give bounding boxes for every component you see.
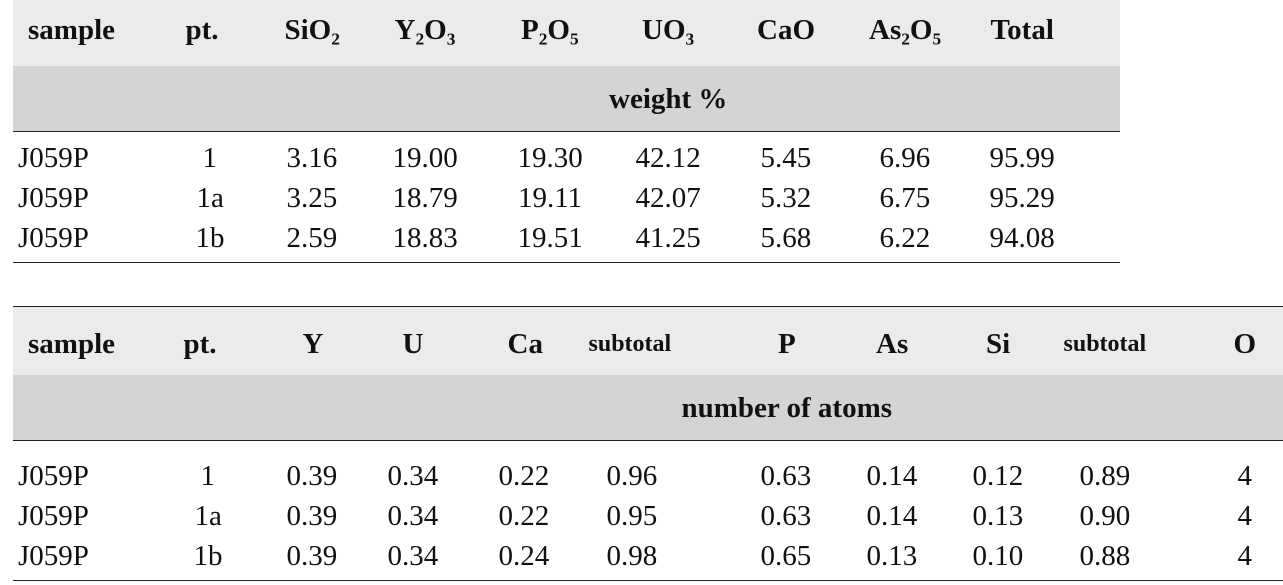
value-cell: 41.25 <box>635 221 701 254</box>
value-cell: 18.79 <box>392 181 458 214</box>
value-cell: 95.29 <box>989 181 1055 214</box>
sample-cell: J059P <box>18 221 89 254</box>
value-cell: 6.96 <box>879 141 931 174</box>
value-cell: 0.14 <box>866 499 918 532</box>
value-cell: 19.11 <box>518 181 583 214</box>
unit-band <box>13 375 1283 440</box>
value-cell: 94.08 <box>989 221 1055 254</box>
value-cell: 4 <box>1237 539 1253 572</box>
sample-cell: J059P <box>18 181 89 214</box>
sample-cell: J059P <box>18 499 89 532</box>
value-cell: 0.39 <box>286 499 338 532</box>
header-band <box>13 307 1283 375</box>
value-cell: 19.00 <box>392 141 458 174</box>
column-header: pt. <box>183 327 217 360</box>
value-cell: 4 <box>1237 499 1253 532</box>
column-header: CaO <box>757 13 815 46</box>
value-cell: 0.13 <box>866 539 918 572</box>
column-header: U <box>402 327 424 360</box>
value-cell: 0.96 <box>606 459 658 492</box>
value-cell: 0.39 <box>286 459 338 492</box>
value-cell: 19.30 <box>517 141 583 174</box>
value-cell: 0.34 <box>387 499 439 532</box>
value-cell: 5.45 <box>760 141 812 174</box>
value-cell: 0.13 <box>972 499 1024 532</box>
value-cell: 0.22 <box>498 499 550 532</box>
unit-band <box>13 66 1120 131</box>
rule <box>13 440 1283 441</box>
sample-cell: J059P <box>18 539 89 572</box>
value-cell: 5.32 <box>760 181 812 214</box>
value-cell: 1a <box>196 181 224 214</box>
value-cell: 0.63 <box>760 459 812 492</box>
rule <box>13 580 1283 581</box>
value-cell: 0.98 <box>606 539 658 572</box>
column-header: O <box>1233 327 1257 360</box>
value-cell: 2.59 <box>286 221 338 254</box>
column-header: As <box>876 327 909 360</box>
value-cell: 0.89 <box>1079 459 1131 492</box>
column-header: subtotal <box>588 331 672 357</box>
column-header: As₂O₅ <box>869 13 942 46</box>
value-cell: 18.83 <box>392 221 458 254</box>
value-cell: 3.16 <box>286 141 338 174</box>
column-header: Total <box>990 13 1054 46</box>
column-header: SiO₂ <box>284 13 340 46</box>
value-cell: 5.68 <box>760 221 812 254</box>
value-cell: 0.39 <box>286 539 338 572</box>
value-cell: 1 <box>200 459 216 492</box>
column-header: P <box>778 327 796 360</box>
column-header: sample <box>28 327 115 360</box>
column-header: subtotal <box>1063 331 1147 357</box>
rule <box>13 131 1120 132</box>
column-header: sample <box>28 13 115 46</box>
column-header: Si <box>986 327 1011 360</box>
column-header: Y₂O₃ <box>394 13 456 46</box>
value-cell: 0.34 <box>387 459 439 492</box>
value-cell: 42.07 <box>635 181 701 214</box>
value-cell: 6.22 <box>879 221 931 254</box>
value-cell: 4 <box>1237 459 1253 492</box>
value-cell: 1a <box>194 499 222 532</box>
column-header: UO₃ <box>642 13 695 46</box>
sample-cell: J059P <box>18 141 89 174</box>
value-cell: 19.51 <box>517 221 583 254</box>
header-band <box>13 0 1120 66</box>
column-header: P₂O₅ <box>521 13 579 46</box>
value-cell: 6.75 <box>879 181 931 214</box>
value-cell: 0.24 <box>498 539 550 572</box>
column-header: pt. <box>185 13 219 46</box>
column-header: Y <box>302 327 324 360</box>
value-cell: 0.34 <box>387 539 439 572</box>
value-cell: 0.90 <box>1079 499 1131 532</box>
value-cell: 0.95 <box>606 499 658 532</box>
value-cell: 0.65 <box>760 539 812 572</box>
value-cell: 0.88 <box>1079 539 1131 572</box>
value-cell: 1b <box>193 539 223 572</box>
rule <box>13 306 1283 307</box>
sample-cell: J059P <box>18 459 89 492</box>
value-cell: 1b <box>195 221 225 254</box>
value-cell: 0.10 <box>972 539 1024 572</box>
value-cell: 0.12 <box>972 459 1024 492</box>
unit-label: number of atoms <box>681 391 893 424</box>
value-cell: 0.63 <box>760 499 812 532</box>
value-cell: 3.25 <box>286 181 338 214</box>
column-header: Ca <box>507 327 543 360</box>
value-cell: 0.22 <box>498 459 550 492</box>
value-cell: 0.14 <box>866 459 918 492</box>
value-cell: 95.99 <box>989 141 1055 174</box>
value-cell: 42.12 <box>635 141 701 174</box>
unit-label: weight % <box>609 82 728 115</box>
value-cell: 1 <box>202 141 218 174</box>
rule <box>13 262 1120 263</box>
